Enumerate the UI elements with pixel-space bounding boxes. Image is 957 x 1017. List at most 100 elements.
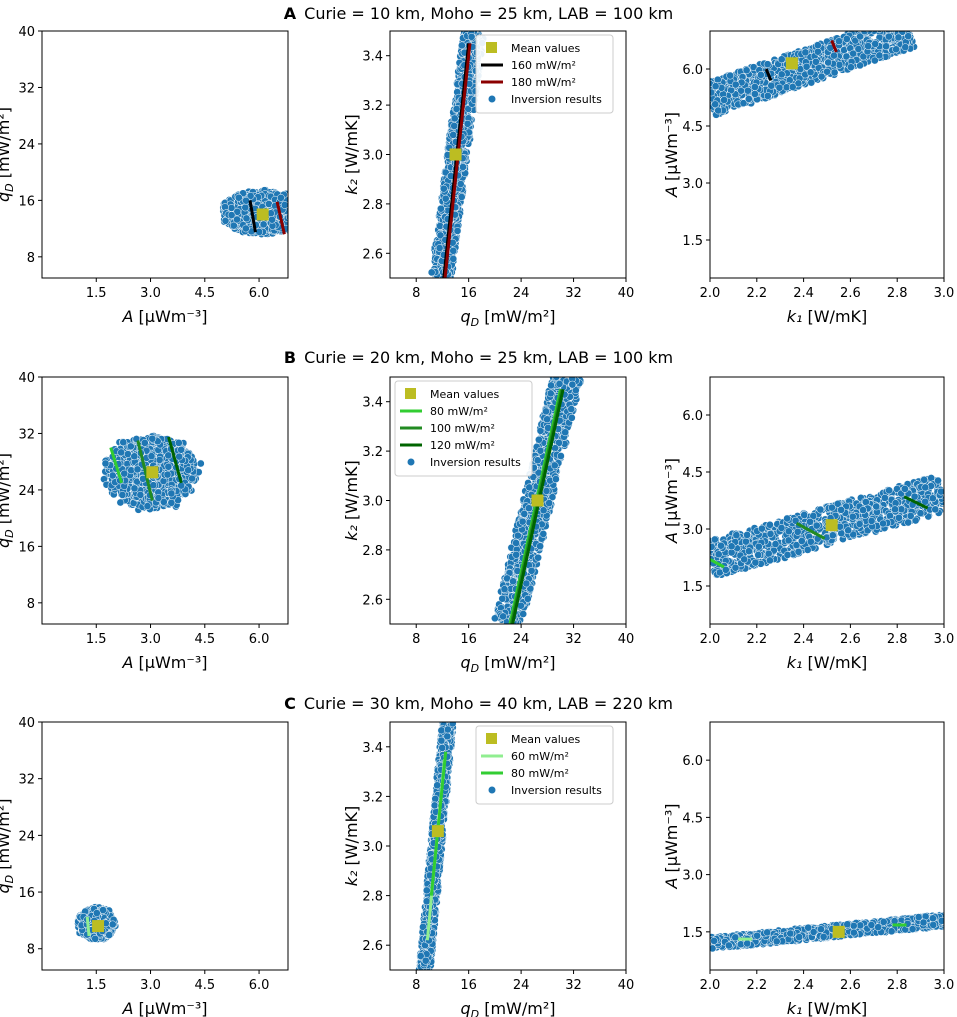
y-tick-label: 40 xyxy=(18,371,35,386)
y-axis-label: A [μWm⁻³] xyxy=(662,458,681,544)
legend-label: Mean values xyxy=(430,388,500,401)
y-tick-label: 6.0 xyxy=(682,409,703,424)
panel-c-1: 1.5 3.0 4.5 6.0 8 16 24 32 40 A [μWm⁻³] qD [mW/m²] xyxy=(0,716,289,1017)
y-tick-label: 2.8 xyxy=(362,544,383,559)
y-tick-label: 16 xyxy=(18,194,35,209)
y-tick-label: 3.4 xyxy=(362,396,383,411)
y-tick-label: 8 xyxy=(27,251,35,266)
x-tick-label: 4.5 xyxy=(194,632,215,647)
legend-label: Inversion results xyxy=(430,456,521,469)
panel-a-3: 2.0 2.2 2.4 2.6 2.8 3.0 1.5 3.0 4.5 6.0 k₁ [W/mK] A… xyxy=(662,30,955,326)
y-tick-label: 32 xyxy=(18,773,35,788)
x-tick-label: 1.5 xyxy=(86,632,107,647)
x-tick-label: 3.0 xyxy=(934,286,955,301)
y-tick-label: 32 xyxy=(18,427,35,442)
x-tick-label: 2.6 xyxy=(840,978,861,993)
y-tick-label: 3.0 xyxy=(362,495,383,510)
legend-label: 60 mW/m² xyxy=(511,750,569,763)
heat-flow-line-2 xyxy=(429,751,448,896)
heat-flow-line-1 xyxy=(764,68,773,81)
y-tick-label: 8 xyxy=(27,943,35,958)
legend-label: 180 mW/m² xyxy=(511,76,576,89)
x-tick-label: 32 xyxy=(565,632,582,647)
legend-row-b: Mean values 80 mW/m² 100 mW/m² 120 mW/m² Inv… xyxy=(394,380,533,477)
mean-marker xyxy=(825,519,838,532)
row-c-letter: C xyxy=(284,694,296,713)
y-tick-label: 2.6 xyxy=(362,247,383,262)
x-axis-label: qD [mW/m²] xyxy=(460,307,555,329)
legend-label: 120 mW/m² xyxy=(430,439,495,452)
y-tick-label: 6.0 xyxy=(682,754,703,769)
panel-c-2: 8 16 24 32 40 2.6 2.8 3.0 3.2 3.4 qD [mW/m²] k₂ [W/… xyxy=(342,721,634,1017)
heat-flow-line-1 xyxy=(109,447,124,484)
heat-flow-line-2 xyxy=(795,521,826,540)
x-tick-label: 3.0 xyxy=(140,632,161,647)
x-tick-label: 2.6 xyxy=(840,632,861,647)
legend-label: Inversion results xyxy=(511,93,602,106)
x-tick-label: 16 xyxy=(460,978,477,993)
y-tick-label: 3.4 xyxy=(362,50,383,65)
mean-marker xyxy=(146,466,159,479)
x-tick-label: 40 xyxy=(618,632,635,647)
x-axis-label: A [μWm⁻³] xyxy=(122,999,208,1017)
x-tick-label: 2.6 xyxy=(840,286,861,301)
y-tick-label: 3.0 xyxy=(362,149,383,164)
mean-marker xyxy=(785,57,798,70)
panel-a-1: 1.5 3.0 4.5 6.0 8 16 24 32 40 A [μWm⁻³] qD [mW/m²] xyxy=(0,25,289,326)
y-tick-label: 2.8 xyxy=(362,198,383,213)
x-tick-label: 2.0 xyxy=(700,286,721,301)
y-tick-label: 4.5 xyxy=(682,811,703,826)
mean-marker xyxy=(256,208,269,221)
x-tick-label: 3.0 xyxy=(934,978,955,993)
x-tick-label: 2.0 xyxy=(700,632,721,647)
x-tick-label: 6.0 xyxy=(249,632,270,647)
y-tick-label: 1.5 xyxy=(682,234,703,249)
x-tick-label: 16 xyxy=(460,286,477,301)
axes-frame xyxy=(709,721,945,971)
legend-label: Inversion results xyxy=(511,784,602,797)
x-tick-label: 4.5 xyxy=(194,286,215,301)
y-tick-label: 3.0 xyxy=(682,177,703,192)
heat-flow-line-1 xyxy=(248,200,257,233)
y-tick-label: 24 xyxy=(18,484,35,499)
y-tick-label: 8 xyxy=(27,597,35,612)
legend-mean-icon xyxy=(486,42,497,53)
x-tick-label: 8 xyxy=(412,286,420,301)
row-b-title: B Curie = 20 km, Moho = 25 km, LAB = 100 … xyxy=(0,348,957,367)
y-tick-label: 3.2 xyxy=(362,790,383,805)
x-axis-label: qD [mW/m²] xyxy=(460,653,555,675)
row-a-title-text: Curie = 10 km, Moho = 25 km, LAB = 100 k… xyxy=(304,4,674,23)
scatter-points xyxy=(710,474,944,579)
y-tick-label: 16 xyxy=(18,886,35,901)
x-axis-label: k₁ [W/mK] xyxy=(787,653,868,672)
x-tick-label: 2.4 xyxy=(793,978,814,993)
x-axis-label: k₁ [W/mK] xyxy=(787,307,868,326)
y-tick-label: 32 xyxy=(18,81,35,96)
x-axis-label: A [μWm⁻³] xyxy=(122,653,208,672)
x-tick-label: 24 xyxy=(513,978,530,993)
x-tick-label: 8 xyxy=(412,978,420,993)
heat-flow-line-2 xyxy=(443,43,472,278)
y-tick-label: 2.6 xyxy=(362,593,383,608)
legend-label: Mean values xyxy=(511,733,581,746)
x-tick-label: 1.5 xyxy=(86,978,107,993)
x-tick-label: 8 xyxy=(412,632,420,647)
legend-scatter-icon xyxy=(488,95,496,103)
legend-scatter-icon xyxy=(488,786,496,794)
y-tick-label: 3.0 xyxy=(682,869,703,884)
y-axis-label: k₂ [W/mK] xyxy=(342,114,361,195)
y-tick-label: 16 xyxy=(18,540,35,555)
mean-marker xyxy=(92,920,105,933)
y-tick-label: 3.2 xyxy=(362,99,383,114)
legend-box xyxy=(475,725,614,805)
panel-b-3: 2.0 2.2 2.4 2.6 2.8 3.0 1.5 3.0 4.5 6.0 k₁ [W/mK] A… xyxy=(662,376,954,672)
axes-frame xyxy=(41,721,289,971)
y-tick-label: 4.5 xyxy=(682,466,703,481)
legend-label: 100 mW/m² xyxy=(430,422,495,435)
row-c-title-text: Curie = 30 km, Moho = 40 km, LAB = 220 k… xyxy=(303,694,673,713)
heat-flow-line-3 xyxy=(903,495,929,510)
x-tick-label: 24 xyxy=(513,632,530,647)
y-axis-label: k₂ [W/mK] xyxy=(342,806,361,887)
y-tick-label: 2.6 xyxy=(362,939,383,954)
